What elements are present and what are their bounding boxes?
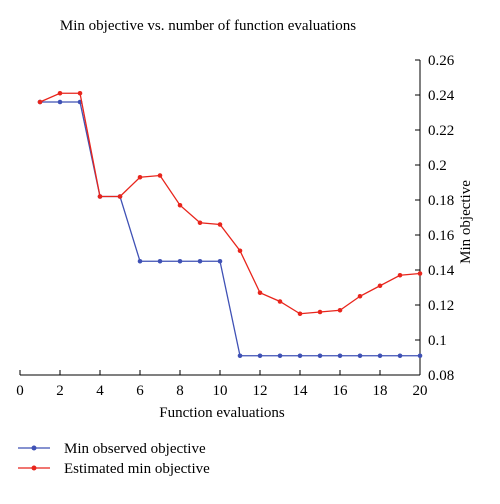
series-point-1 [157, 173, 163, 178]
x-tick-label: 18 [373, 383, 388, 399]
series-point-0 [137, 258, 143, 264]
series-point-1 [397, 272, 403, 278]
series-point-0 [277, 353, 283, 359]
series-point-0 [237, 353, 243, 359]
y-tick-label: 0.14 [428, 263, 455, 279]
series-line-1 [39, 92, 421, 315]
series-point-0 [177, 258, 183, 264]
series-point-1 [57, 90, 63, 96]
legend-marker-0 [31, 445, 37, 451]
series-point-0 [297, 353, 303, 359]
y-ticks-group: 0.08 0.1 0.12 0.14 0.16 0.18 0.2 0.22 0.24 0.26 [415, 53, 455, 384]
y-tick-label: 0.08 [428, 368, 454, 384]
series-point-1 [97, 194, 103, 199]
series-0 [37, 99, 423, 359]
y-tick-label: 0.12 [428, 298, 454, 314]
x-axis-label: Function evaluations [159, 405, 285, 421]
series-point-0 [417, 353, 423, 359]
legend-marker-1 [31, 465, 37, 471]
x-tick-label: 0 [16, 383, 24, 399]
series-point-0 [357, 353, 363, 359]
x-ticks-group: 0 2 4 6 8 10 12 14 16 18 20 [16, 370, 428, 399]
x-tick-label: 20 [413, 383, 428, 399]
series-point-0 [57, 99, 63, 105]
y-tick-label: 0.24 [428, 88, 455, 104]
series-point-1 [297, 311, 303, 317]
series-point-1 [257, 290, 263, 296]
series-point-0 [377, 353, 383, 359]
series-point-0 [337, 353, 343, 359]
y-tick-label: 0.26 [428, 53, 455, 69]
x-tick-label: 12 [253, 383, 268, 399]
series-point-1 [317, 309, 323, 315]
series-point-1 [217, 222, 223, 227]
x-tick-label: 14 [293, 383, 309, 399]
series-point-1 [337, 307, 343, 313]
y-tick-label: 0.18 [428, 193, 454, 209]
series-point-1 [237, 248, 243, 254]
x-tick-label: 8 [176, 383, 184, 399]
series-point-1 [117, 194, 123, 199]
y-tick-label: 0.1 [428, 333, 447, 349]
axes-group [20, 60, 421, 376]
series-point-0 [157, 258, 163, 264]
series-point-1 [417, 271, 423, 276]
x-tick-label: 16 [333, 383, 349, 399]
series-point-1 [177, 202, 183, 208]
x-tick-label: 2 [56, 383, 64, 399]
series-layer [37, 90, 423, 359]
series-point-1 [37, 99, 43, 105]
legend-label-1: Estimated min objective [64, 461, 210, 477]
chart-title: Min objective vs. number of function eva… [60, 18, 356, 34]
series-point-1 [77, 90, 83, 96]
x-tick-label: 6 [136, 383, 144, 399]
series-point-1 [377, 283, 383, 289]
y-axis-label: Min objective [458, 180, 474, 264]
series-point-1 [277, 299, 283, 304]
series-1 [37, 90, 423, 317]
y-tick-label: 0.2 [428, 158, 447, 174]
series-point-1 [137, 174, 143, 180]
series-point-1 [357, 293, 363, 299]
series-line-0 [40, 101, 420, 357]
x-tick-label: 4 [96, 383, 104, 399]
series-point-0 [397, 353, 403, 359]
series-point-1 [197, 220, 203, 226]
series-point-0 [197, 258, 203, 264]
series-point-0 [217, 258, 223, 264]
legend-label-0: Min observed objective [64, 441, 206, 457]
x-tick-label: 10 [213, 383, 228, 399]
y-tick-label: 0.16 [428, 228, 455, 244]
y-tick-label: 0.22 [428, 123, 454, 139]
legend: Min observed objective Estimated min obje… [18, 441, 210, 477]
series-point-0 [317, 353, 323, 359]
series-point-0 [257, 353, 263, 359]
